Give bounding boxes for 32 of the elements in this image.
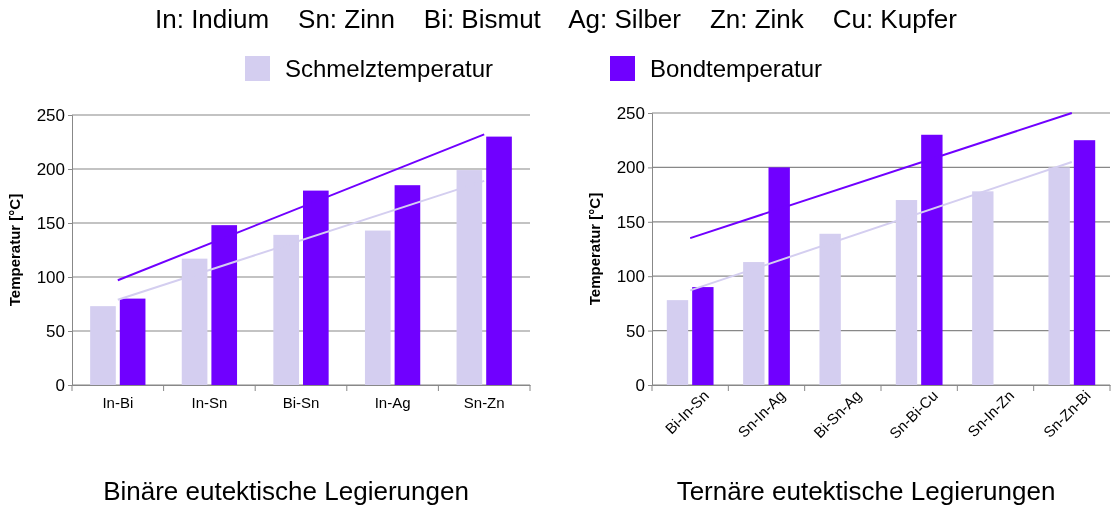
x-axis-title: Ternäre eutektische Legierungen [676,476,1056,506]
bar [666,300,689,385]
x-axis-title: Binäre eutektische Legierungen [103,476,469,506]
bar [486,136,512,385]
legend-label: Bondtemperatur [650,55,823,82]
x-tick-label: In-Bi [102,393,134,411]
x-tick-label: In-Sn [191,393,228,411]
y-tick-label: 100 [616,267,645,287]
legend-label: Schmelztemperatur [285,55,494,82]
bar [692,287,714,385]
x-tick-label: Bi-Sn [282,393,320,411]
y-axis-title: Temperatur [°C] [586,192,603,306]
y-tick-label: 50 [46,321,65,341]
y-tick-label: 150 [36,213,65,233]
y-tick-label: 250 [616,103,645,123]
y-tick-label: 50 [626,321,645,341]
y-axis-title: Temperatur [°C] [6,193,23,307]
y-tick-label: 200 [36,159,65,179]
bar [1073,140,1096,385]
bar [364,230,391,385]
x-tick-label: In-Ag [374,393,411,411]
y-tick-label: 100 [36,267,65,287]
bar [394,185,421,385]
y-tick-label: 150 [616,212,645,232]
y-tick-label: 200 [616,158,645,178]
y-tick-label: 250 [36,105,65,125]
text: In: Indium Sn: Zinn Bi: Bismut Ag: Silber Zn: Zink Cu: Kupfer [155,4,958,34]
x-tick-label: Sn-Zn [463,393,505,411]
bar [119,298,146,385]
y-tick-label: 0 [55,375,65,395]
y-tick-label: 0 [635,375,645,395]
bar [90,306,116,385]
